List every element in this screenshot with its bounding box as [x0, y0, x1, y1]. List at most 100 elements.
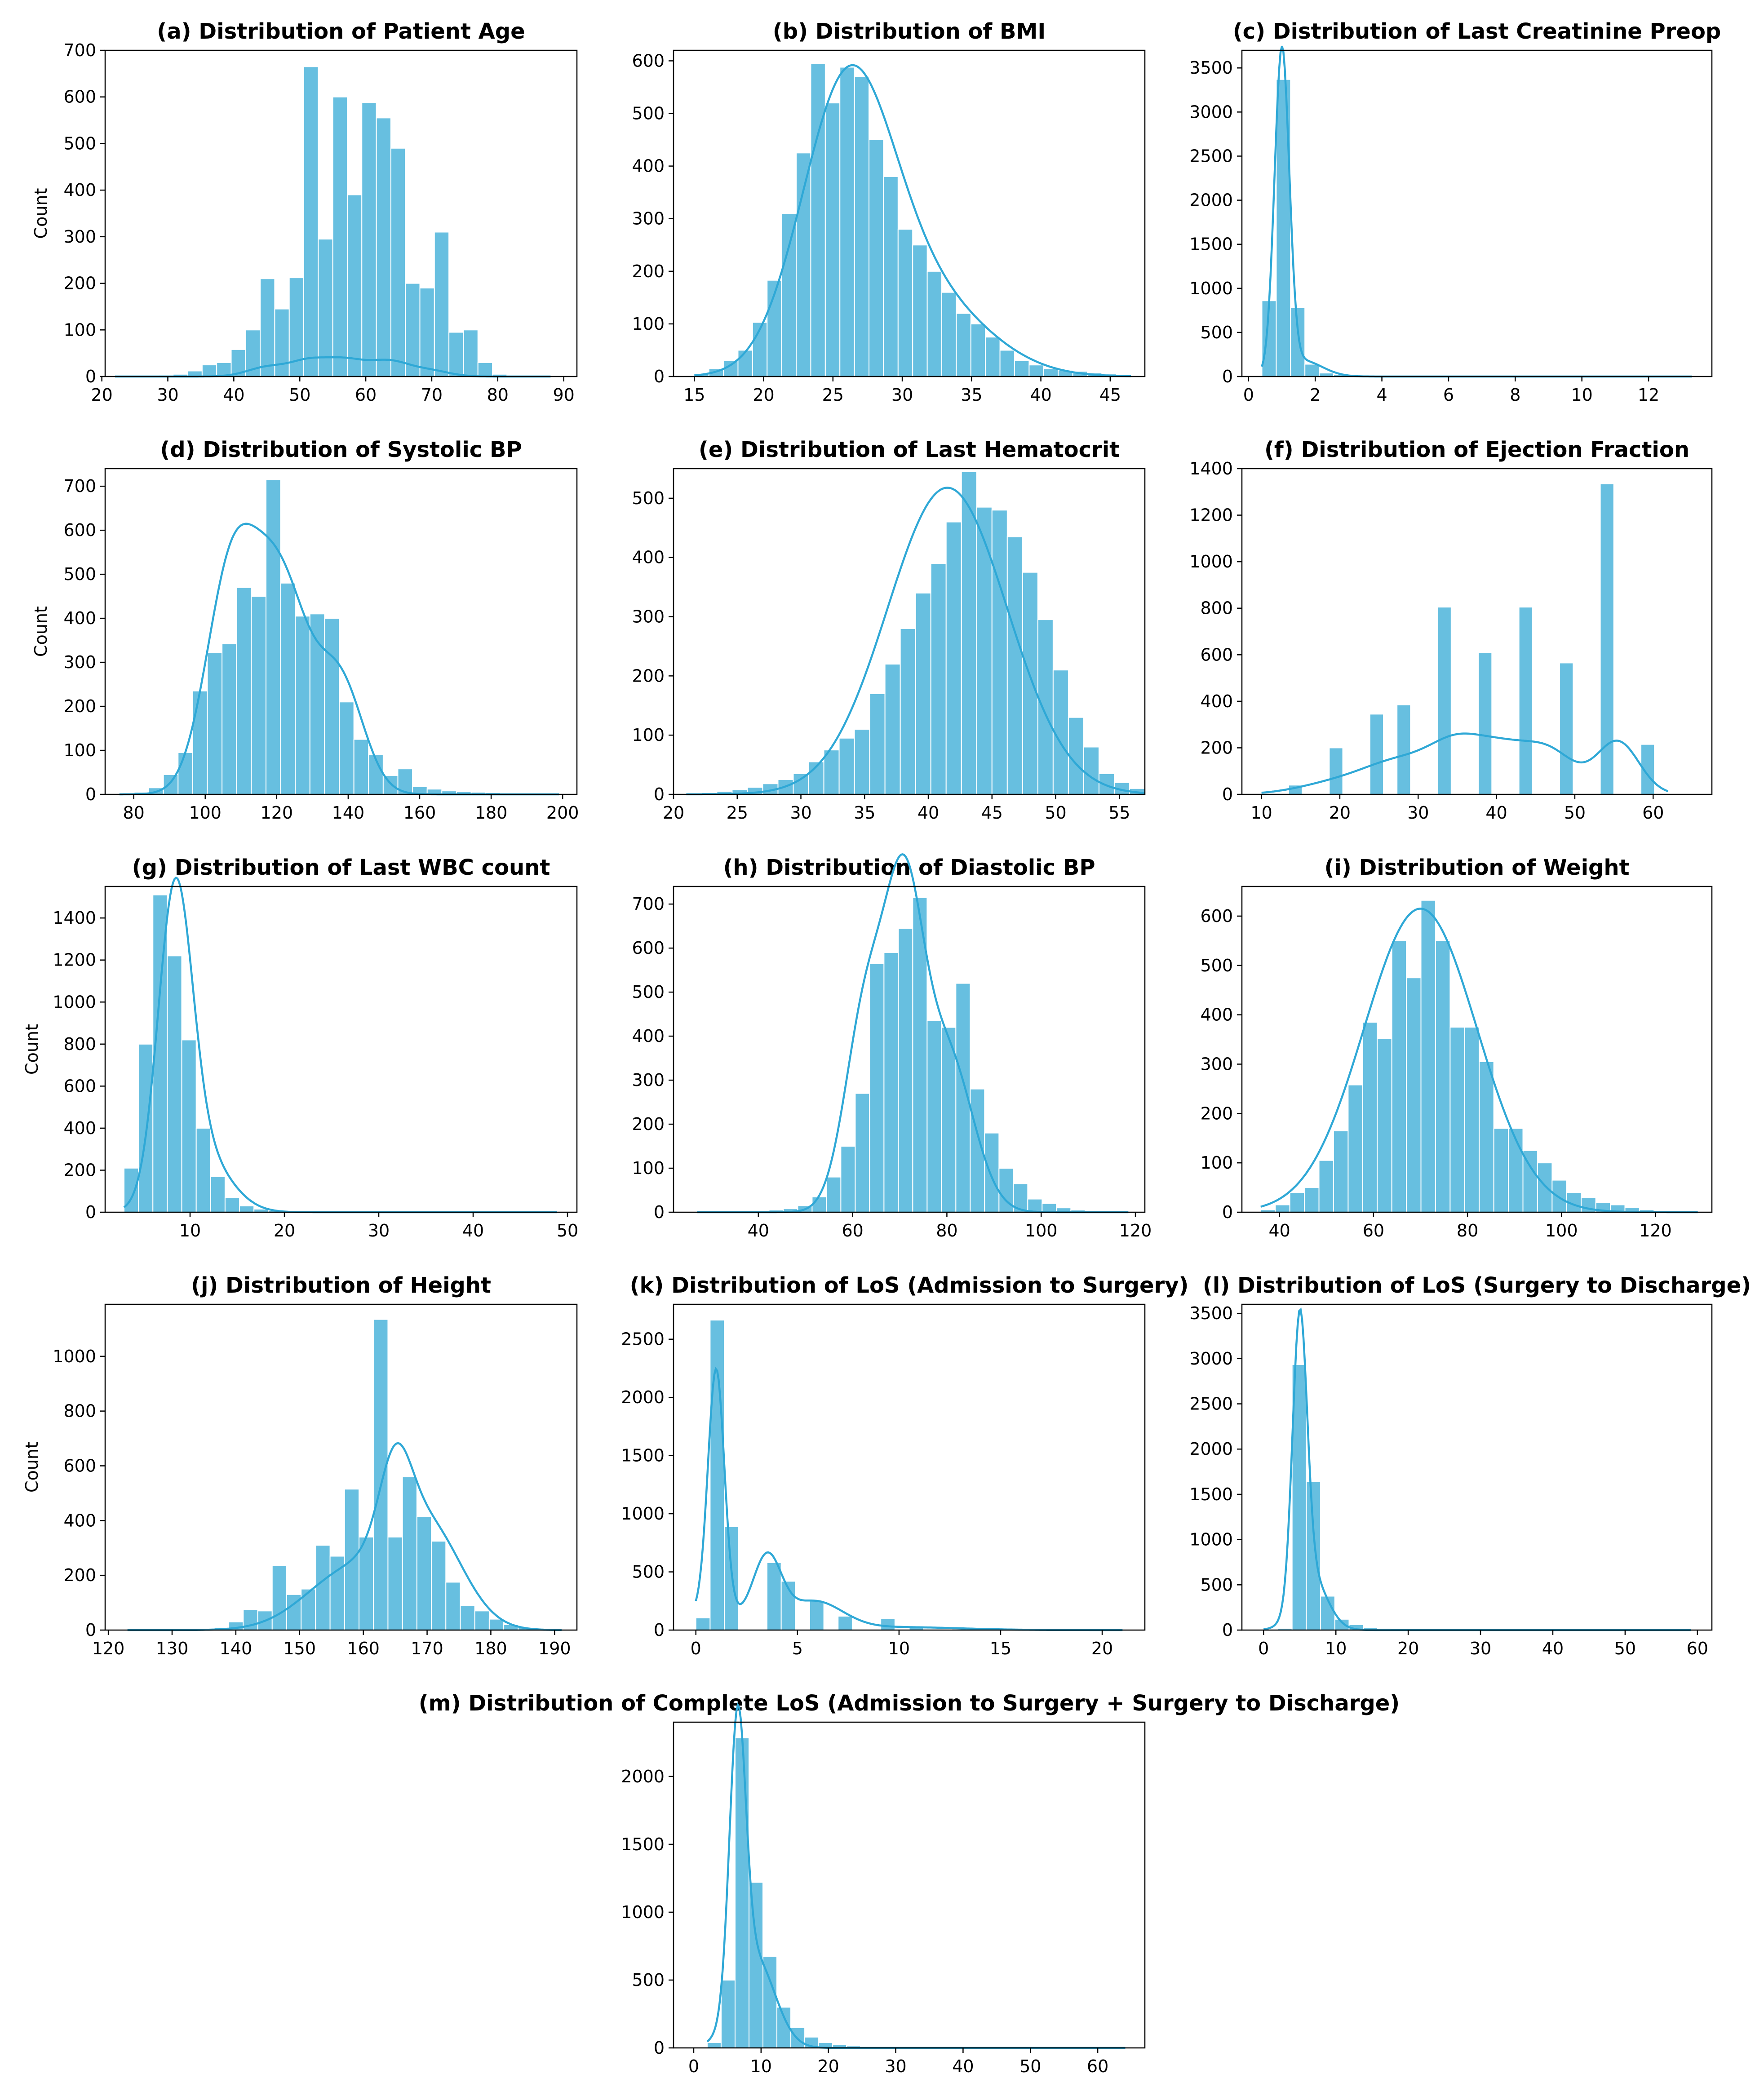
panel-a-bars [115, 66, 551, 377]
histogram-bar [405, 283, 421, 377]
histogram-bar [1551, 1179, 1567, 1213]
y-tick-label: 500 [1200, 956, 1233, 975]
panel-i-bars [1260, 899, 1698, 1213]
histogram-bar [991, 510, 1008, 795]
panel-g-bars [124, 894, 558, 1213]
histogram-bar [239, 1205, 255, 1213]
x-tick-label: 30 [1470, 1639, 1491, 1658]
histogram-bar [823, 749, 840, 795]
histogram-bar [1333, 1130, 1349, 1213]
histogram-bar [1068, 717, 1084, 795]
x-tick-label: 10 [750, 2056, 772, 2076]
panel-m: (m) Distribution of Complete LoS (Admiss… [419, 1691, 1400, 2076]
y-tick-label: 800 [63, 1401, 96, 1421]
x-tick-label: 100 [1025, 1221, 1058, 1241]
x-tick-label: 55 [1108, 803, 1130, 823]
panel-a-ylabel: Count [31, 188, 51, 239]
y-tick-label: 200 [632, 1114, 665, 1134]
x-tick-label: 10 [888, 1639, 910, 1658]
histogram-bar [985, 337, 1001, 377]
y-tick-label: 1500 [621, 1446, 665, 1466]
y-tick-label: 600 [63, 1076, 96, 1096]
y-tick-label: 700 [63, 476, 96, 496]
y-tick-label: 0 [1222, 784, 1233, 804]
x-tick-label: 40 [748, 1221, 769, 1241]
x-tick-label: 10 [1571, 385, 1593, 405]
histogram-bar [883, 176, 899, 377]
x-tick-label: 160 [403, 803, 436, 823]
histogram-bar [431, 1540, 447, 1631]
y-tick-label: 700 [63, 40, 96, 60]
histogram-bar [339, 701, 355, 795]
histogram-bar [416, 1516, 432, 1631]
histogram-bar [138, 1043, 154, 1213]
x-tick-label: 140 [332, 803, 365, 823]
panel-g-frame [104, 886, 578, 1213]
x-tick-label: 30 [1407, 803, 1429, 823]
histogram-bar [301, 1588, 316, 1631]
histogram-bar [434, 231, 450, 377]
histogram-bar [748, 1882, 764, 2049]
x-tick-label: 80 [487, 385, 509, 405]
y-tick-label: 100 [1200, 1153, 1233, 1173]
panel-d-title: (d) Distribution of Systolic BP [160, 437, 522, 462]
x-tick-label: 50 [1564, 803, 1586, 823]
histogram-bar [1464, 1027, 1480, 1213]
histogram-bar [346, 194, 363, 377]
x-tick-label: 60 [842, 1221, 863, 1241]
panel-e-frame [673, 468, 1146, 795]
y-tick-label: 600 [63, 520, 96, 540]
y-tick-label: 2000 [621, 1387, 665, 1407]
x-tick-label: 0 [691, 1639, 701, 1658]
x-tick-label: 10 [1250, 803, 1272, 823]
histogram-bar [1479, 1061, 1494, 1213]
y-tick-label: 0 [654, 367, 665, 386]
x-tick-label: 50 [1045, 803, 1066, 823]
panel-g-title: (g) Distribution of Last WBC count [132, 855, 550, 880]
histogram-bar [945, 521, 962, 795]
histogram-bar [1362, 1022, 1378, 1213]
y-tick-label: 1200 [1189, 505, 1233, 525]
histogram-bar [373, 1319, 389, 1631]
histogram-bar [709, 1319, 725, 1631]
histogram-bar [869, 693, 886, 795]
x-tick-label: 190 [538, 1639, 571, 1658]
y-tick-label: 100 [63, 320, 96, 340]
y-tick-label: 500 [632, 982, 665, 1002]
panel-h-frame [673, 886, 1146, 1213]
panel-a: (a) Distribution of Patient Age 20 30 40 50 6… [31, 19, 578, 405]
x-tick-label: 60 [1363, 1221, 1384, 1241]
y-tick-label: 600 [1200, 906, 1233, 926]
histogram-bar [488, 1618, 505, 1631]
panel-e-title: (e) Distribution of Last Hematocrit [699, 437, 1120, 462]
panel-l-title: (l) Distribution of LoS (Surgery to Disc… [1203, 1273, 1751, 1298]
histogram-bar [883, 952, 899, 1213]
x-tick-label: 20 [663, 803, 684, 823]
x-tick-label: 50 [289, 385, 310, 405]
kde-curve [686, 487, 1145, 796]
x-tick-label: 200 [546, 803, 579, 823]
panel-h-bars [696, 897, 1129, 1213]
histogram-bar [1037, 619, 1054, 795]
histogram-bar [720, 1979, 736, 2049]
x-tick-label: 12 [1638, 385, 1659, 405]
histogram-bar [274, 308, 290, 377]
histogram-bar [1014, 360, 1030, 377]
histogram-bar [854, 76, 870, 377]
histogram-bar [1347, 1084, 1363, 1213]
histogram-bar [839, 66, 855, 377]
panel-c-frame [1241, 49, 1713, 377]
y-tick-label: 1200 [53, 950, 96, 970]
histogram-bar [941, 292, 957, 377]
x-tick-label: 20 [91, 385, 112, 405]
x-tick-label: 30 [891, 385, 913, 405]
x-tick-label: 50 [557, 1221, 578, 1241]
panel-l-frame [1241, 1303, 1713, 1631]
histogram-bar [1493, 1128, 1509, 1213]
histogram-bar [984, 1132, 1000, 1213]
x-tick-label: 40 [1269, 1221, 1290, 1241]
x-tick-label: 60 [355, 385, 377, 405]
histogram-bar [251, 596, 266, 795]
